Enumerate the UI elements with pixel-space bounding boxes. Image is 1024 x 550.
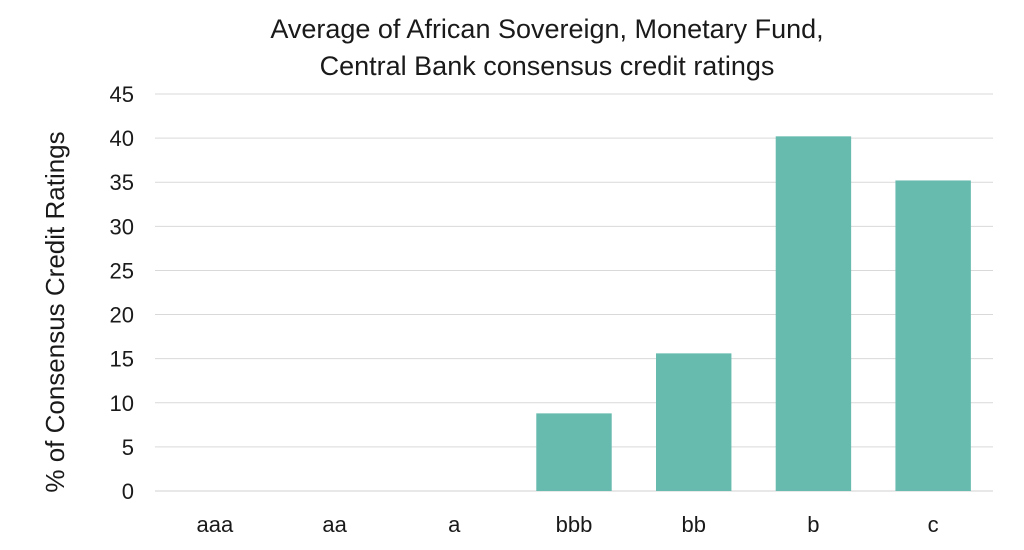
bars [536, 136, 971, 492]
y-tick-label: 0 [122, 479, 134, 504]
chart-title-line-1: Average of African Sovereign, Monetary F… [270, 14, 823, 44]
y-axis-ticks: 0 5 10 15 20 25 30 35 40 45 [110, 82, 134, 504]
x-tick-label-aa: aa [322, 512, 347, 537]
x-axis-ticks: aaa aa a bbb bb b c [196, 512, 938, 537]
x-tick-label-c: c [928, 512, 939, 537]
x-tick-label-a: a [448, 512, 461, 537]
x-tick-label-aaa: aaa [196, 512, 233, 537]
x-tick-label-bb: bb [681, 512, 705, 537]
x-tick-label-b: b [807, 512, 819, 537]
x-tick-label-bbb: bbb [556, 512, 593, 537]
y-tick-label: 40 [110, 126, 134, 151]
gridlines [155, 93, 993, 492]
y-tick-label: 45 [110, 82, 134, 107]
bar-bbb [536, 413, 612, 491]
y-tick-label: 10 [110, 391, 134, 416]
y-tick-label: 20 [110, 303, 134, 328]
y-tick-label: 25 [110, 258, 134, 283]
y-tick-label: 35 [110, 170, 134, 195]
bar-c [895, 180, 971, 492]
y-axis-title: % of Consensus Credit Ratings [40, 131, 70, 492]
y-tick-label: 15 [110, 347, 134, 372]
chart-title-line-2: Central Bank consensus credit ratings [320, 51, 775, 81]
bar-b [775, 136, 852, 491]
y-tick-label: 30 [110, 214, 134, 239]
chart-title: Average of African Sovereign, Monetary F… [270, 14, 823, 81]
bar-bb [656, 353, 732, 491]
y-tick-label: 5 [122, 435, 134, 460]
